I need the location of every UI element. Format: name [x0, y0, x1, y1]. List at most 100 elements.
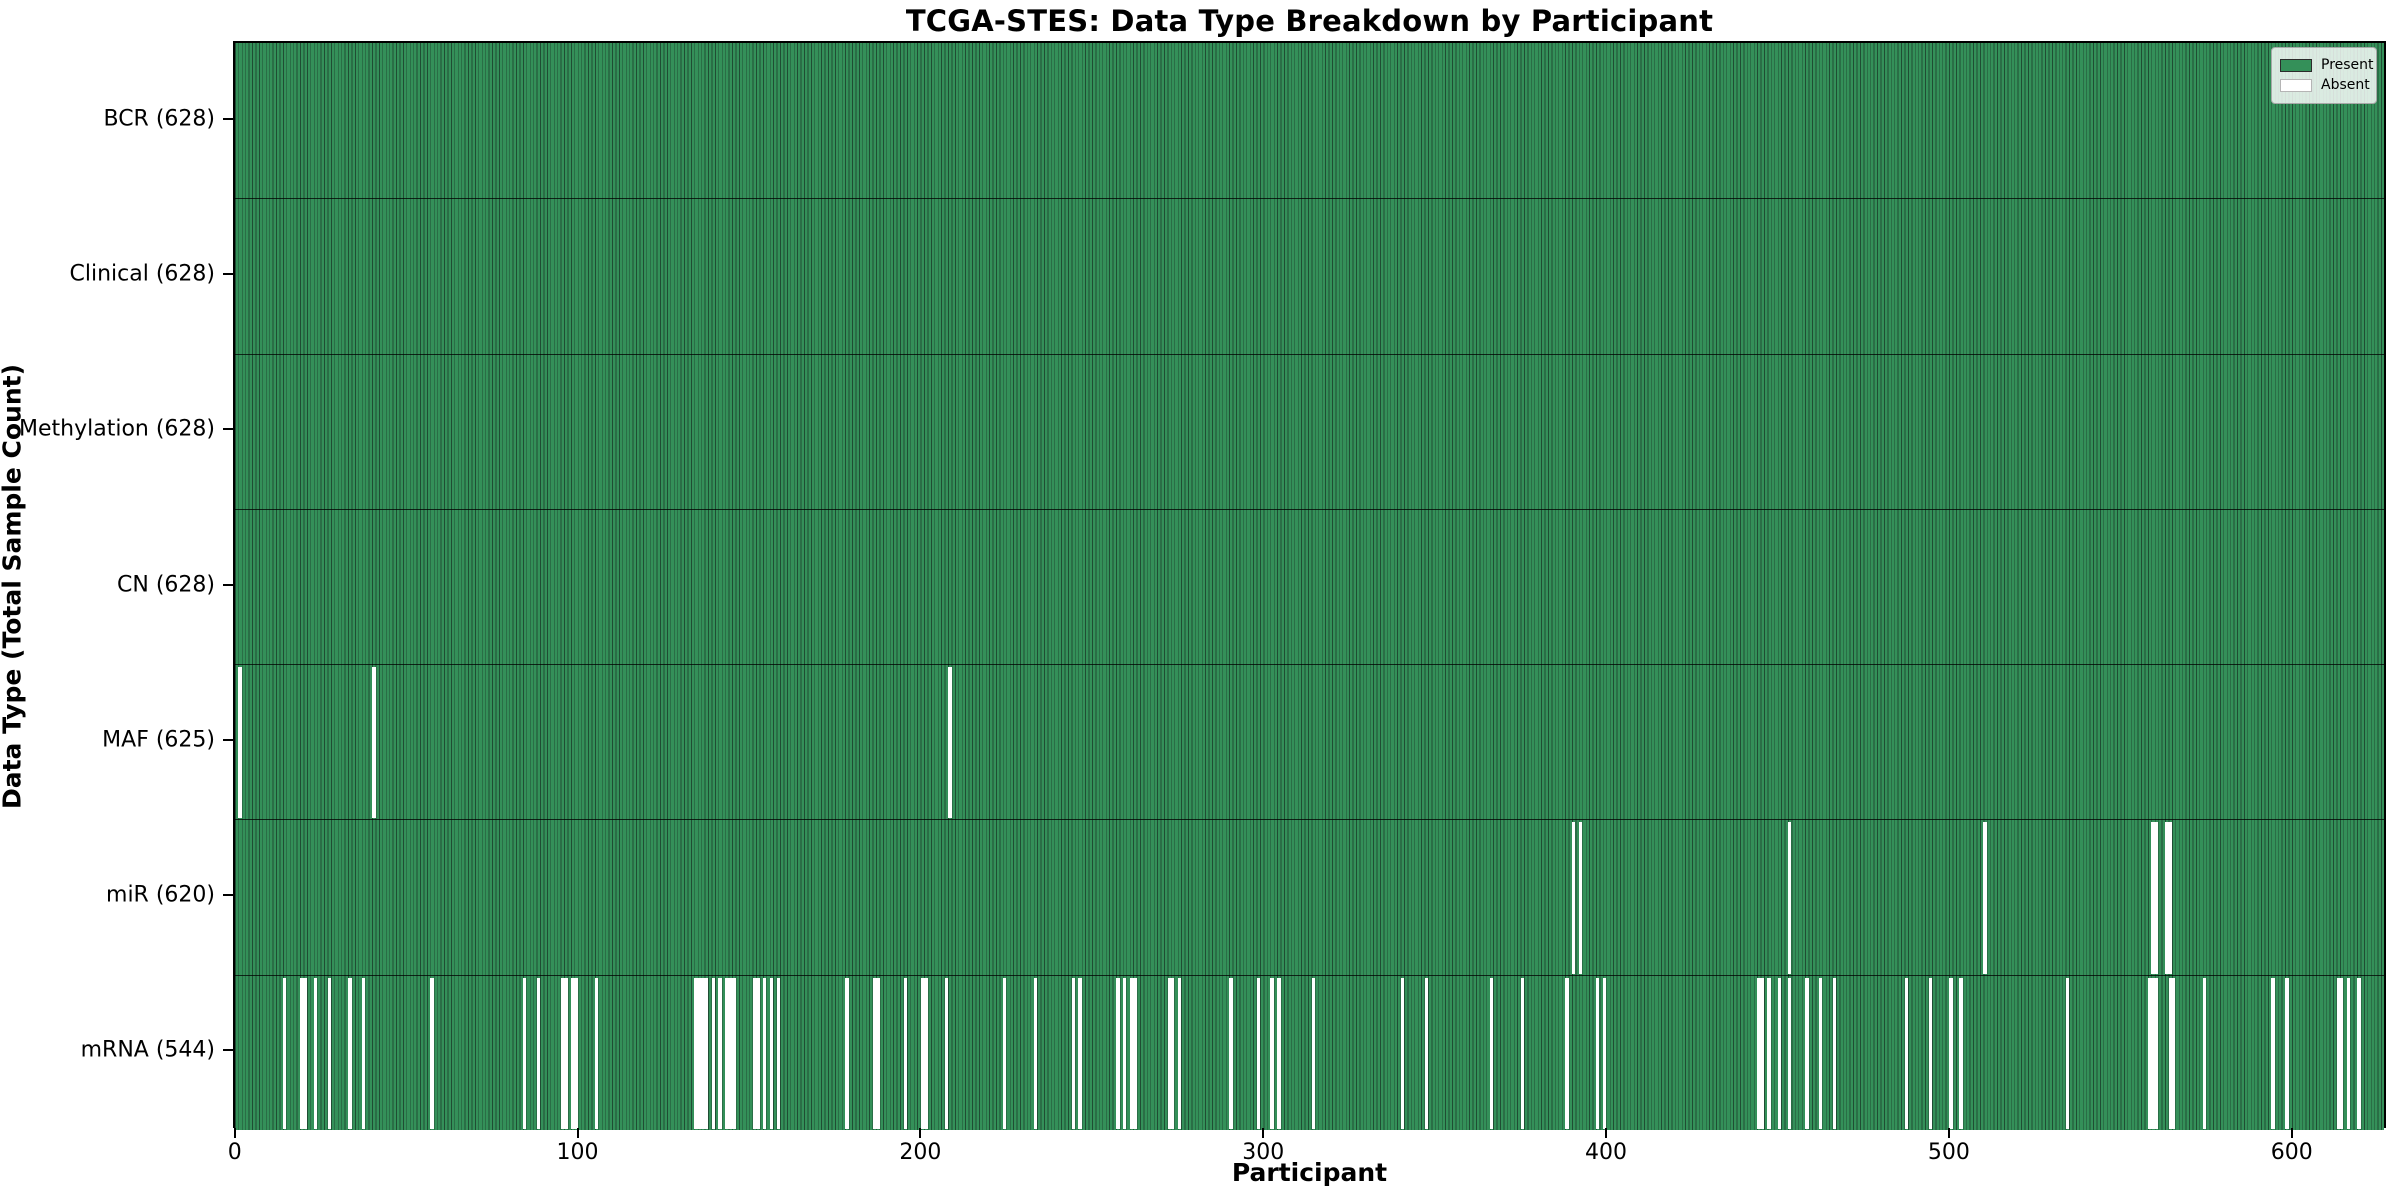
- absent-cell: [2202, 977, 2207, 1129]
- x-tick-mark: [1605, 1128, 1608, 1138]
- absent-cell: [1788, 977, 1792, 1129]
- absent-cell: [313, 977, 318, 1129]
- absent-cell: [361, 977, 366, 1129]
- absent-cell: [2168, 822, 2172, 974]
- absent-cell: [574, 977, 578, 1129]
- y-tick-label: Methylation (628): [19, 416, 215, 442]
- absent-cell: [1777, 977, 1782, 1129]
- absent-cell: [1122, 977, 1127, 1129]
- absent-cell: [776, 977, 781, 1129]
- x-tick-mark: [1262, 1128, 1265, 1138]
- absent-cell: [1071, 977, 1075, 1129]
- absent-cell: [570, 977, 575, 1129]
- absent-cell: [711, 977, 715, 1129]
- absent-cell: [1177, 977, 1182, 1129]
- absent-cell: [522, 977, 527, 1129]
- x-tick-label: 100: [556, 1140, 599, 1165]
- y-tick-mark: [223, 738, 233, 741]
- absent-cell: [430, 977, 434, 1129]
- absent-cell: [704, 977, 709, 1129]
- absent-cell: [2165, 822, 2169, 974]
- absent-cell: [327, 977, 331, 1129]
- absent-cell: [756, 977, 760, 1129]
- absent-cell: [2336, 977, 2340, 1129]
- y-tick-label: CN (628): [117, 572, 215, 597]
- absent-cell: [1133, 977, 1137, 1129]
- x-tick-label: 300: [1242, 1140, 1285, 1165]
- absent-cell: [1256, 977, 1261, 1129]
- absent-cell: [2065, 977, 2070, 1129]
- absent-cell: [300, 977, 304, 1129]
- x-tick-mark: [1947, 1128, 1950, 1138]
- legend-entry-absent: Absent: [2280, 77, 2370, 94]
- absent-cell: [1767, 977, 1771, 1129]
- absent-cell: [1928, 977, 1933, 1129]
- absent-cell: [2172, 977, 2176, 1129]
- absent-cell: [1277, 977, 1281, 1129]
- absent-cell: [1596, 977, 1600, 1129]
- x-tick-label: 600: [2270, 1140, 2313, 1165]
- absent-cell: [944, 977, 949, 1129]
- plot-area: [233, 41, 2386, 1130]
- absent-cell: [1805, 977, 1809, 1129]
- y-tick-mark: [223, 428, 233, 431]
- y-tick-mark: [223, 117, 233, 120]
- absent-cell: [1229, 977, 1233, 1129]
- absent-cell: [920, 977, 925, 1129]
- x-tick-label: 400: [1585, 1140, 1628, 1165]
- absent-cell: [732, 977, 736, 1129]
- legend-entry-present: Present: [2280, 57, 2374, 74]
- absent-cell: [2346, 977, 2351, 1129]
- absent-cell: [1757, 977, 1761, 1129]
- data-type-row-bcr: [235, 43, 2384, 199]
- absent-cell: [1818, 977, 1823, 1129]
- absent-cell: [1078, 977, 1082, 1129]
- absent-cell: [564, 977, 568, 1129]
- absent-cell: [1002, 977, 1007, 1129]
- absent-cell: [762, 977, 767, 1129]
- present-swatch-icon: [2280, 59, 2312, 72]
- absent-cell: [2357, 977, 2361, 1129]
- absent-cell: [1578, 822, 1583, 974]
- absent-cell: [1170, 977, 1175, 1129]
- absent-cell: [1167, 977, 1171, 1129]
- absent-cell: [2151, 822, 2155, 974]
- absent-cell: [697, 977, 702, 1129]
- absent-cell: [924, 977, 928, 1129]
- y-tick-mark: [223, 272, 233, 275]
- y-tick-label: MAF (625): [102, 727, 215, 753]
- absent-cell: [1572, 822, 1576, 974]
- absent-cell: [718, 977, 722, 1129]
- absent-cell: [2154, 977, 2159, 1129]
- data-type-row-maf: [235, 664, 2384, 820]
- data-type-row-mrna: [235, 974, 2384, 1130]
- absent-cell: [1129, 977, 1134, 1129]
- absent-cell: [1959, 977, 1963, 1129]
- x-tick-mark: [233, 1128, 236, 1138]
- absent-cell: [238, 667, 242, 819]
- absent-cell: [769, 977, 774, 1129]
- data-type-row-methylation: [235, 353, 2384, 509]
- absent-cell: [1311, 977, 1315, 1129]
- absent-cell: [1033, 977, 1038, 1129]
- absent-cell: [694, 977, 698, 1129]
- absent-cell: [1424, 977, 1429, 1129]
- x-tick-mark: [576, 1128, 579, 1138]
- data-type-row-mir: [235, 819, 2384, 975]
- y-tick-label: miR (620): [106, 882, 215, 908]
- x-tick-label: 500: [1927, 1140, 1970, 1165]
- absent-cell: [903, 977, 907, 1129]
- absent-cell: [2154, 822, 2159, 974]
- legend-label-present: Present: [2321, 57, 2374, 73]
- data-type-row-cn: [235, 508, 2384, 665]
- x-tick-mark: [919, 1128, 922, 1138]
- absent-cell: [1949, 977, 1953, 1129]
- absent-cell: [1983, 822, 1987, 974]
- y-tick-label: Clinical (628): [69, 261, 215, 287]
- absent-cell: [2151, 977, 2155, 1129]
- absent-cell: [1788, 822, 1792, 974]
- absent-cell: [728, 977, 733, 1129]
- absent-cell: [752, 977, 757, 1129]
- x-axis-label: Participant: [1231, 1158, 1388, 1187]
